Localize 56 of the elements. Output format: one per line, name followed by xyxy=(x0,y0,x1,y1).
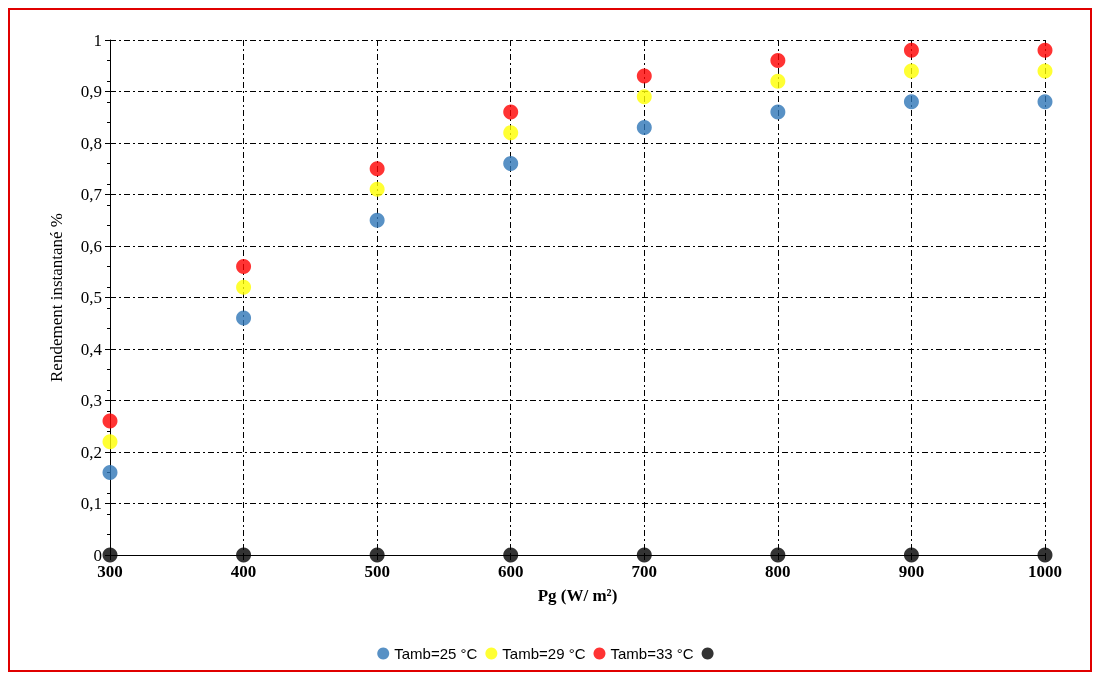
point xyxy=(770,104,786,120)
point xyxy=(636,547,652,563)
y-axis-title: Rendement instantané % xyxy=(47,212,66,383)
legend-label: Tamb=25 °C xyxy=(394,645,478,662)
y-tick-label: 0 xyxy=(93,545,102,565)
point xyxy=(770,73,786,89)
point xyxy=(770,547,786,563)
x-tick-label: 900 xyxy=(898,562,925,581)
point xyxy=(236,259,252,275)
point xyxy=(903,63,919,79)
point xyxy=(1037,42,1053,58)
point xyxy=(636,68,652,84)
point xyxy=(369,181,385,197)
point xyxy=(102,547,118,563)
x-tick-label: 800 xyxy=(765,562,791,581)
point xyxy=(236,547,252,563)
x-tick-label: 500 xyxy=(364,562,390,581)
point xyxy=(503,156,519,172)
point xyxy=(903,547,919,563)
point xyxy=(903,94,919,110)
point xyxy=(102,465,118,481)
point xyxy=(369,212,385,228)
y-tick-label: 1 xyxy=(93,30,102,50)
y-tick-label: 0,2 xyxy=(80,442,102,462)
legend-label: Tamb=33 °C xyxy=(610,645,694,662)
point xyxy=(503,125,519,141)
legend-label: Tamb=29 °C xyxy=(502,645,586,662)
point xyxy=(102,413,118,429)
y-tick-label: 0,5 xyxy=(80,288,102,307)
point xyxy=(369,161,385,177)
y-tick-label: 0,3 xyxy=(80,391,102,410)
point xyxy=(903,42,919,58)
y-tick-label: 0,1 xyxy=(80,494,102,513)
point xyxy=(503,104,519,120)
point xyxy=(770,53,786,69)
point xyxy=(503,547,519,563)
y-tick-label: 0,8 xyxy=(80,133,102,153)
point xyxy=(369,547,385,563)
point xyxy=(636,89,652,105)
y-tick-label: 0,4 xyxy=(80,339,103,359)
x-tick-label: 1000 xyxy=(1028,562,1062,581)
point xyxy=(236,310,252,326)
point xyxy=(1037,94,1053,110)
y-tick-label: 0,6 xyxy=(80,236,102,256)
point xyxy=(236,279,252,295)
point xyxy=(636,120,652,136)
x-tick-label: 300 xyxy=(97,562,123,581)
x-tick-label: 400 xyxy=(230,562,257,581)
y-tick-label: 0,7 xyxy=(80,185,103,204)
x-tick-label: 600 xyxy=(497,562,524,581)
y-tick-label: 0,9 xyxy=(80,82,102,101)
x-tick-label: 700 xyxy=(631,562,658,581)
x-axis-title: Pg (W/ m²) xyxy=(537,586,618,605)
point xyxy=(1037,63,1053,79)
point xyxy=(1037,547,1053,563)
point xyxy=(102,434,118,450)
